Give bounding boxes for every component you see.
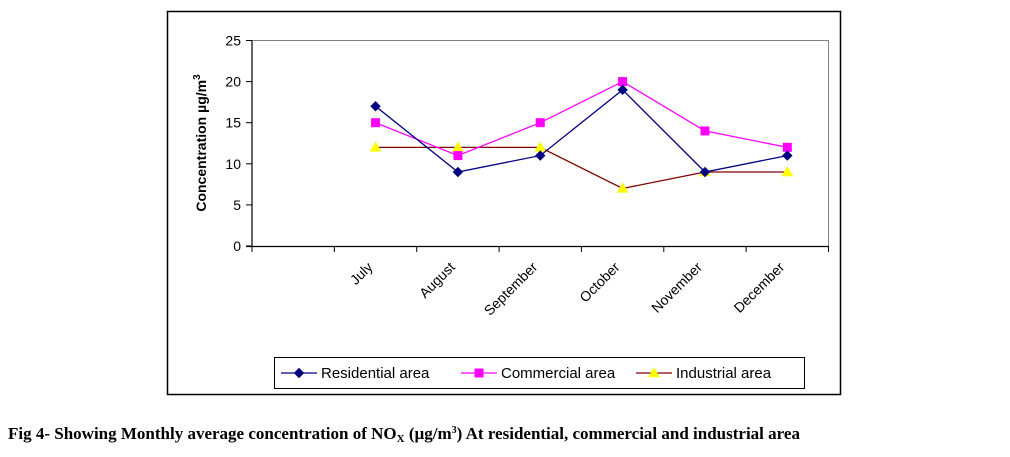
series-residential-area (370, 84, 793, 178)
y-axis-title-sup: 3 (192, 74, 203, 80)
series-commercial-area (371, 77, 792, 161)
data-point-residential-area (535, 150, 546, 161)
data-point-commercial-area (700, 126, 710, 136)
data-point-residential-area (617, 84, 628, 96)
data-point-industrial-area (369, 141, 382, 152)
legend-marker-industrial-area (648, 367, 660, 378)
legend-label-industrial-area: Industrial area (676, 365, 772, 382)
data-point-residential-area (699, 166, 711, 178)
chart-frame (166, 10, 842, 396)
series-industrial-area (369, 141, 794, 193)
plot-area (252, 40, 829, 246)
y-axis-title: Concentration µg/m3 (192, 74, 209, 212)
legend: Residential area Commercial area Industria… (274, 357, 805, 389)
series-line-industrial-area (375, 146, 788, 190)
data-point-industrial-area (616, 182, 629, 193)
data-point-residential-area (452, 166, 464, 178)
data-point-commercial-area (371, 118, 381, 128)
y-tick-label: 20 (225, 74, 241, 90)
y-axis-title-main: Concentration µg/m (193, 80, 209, 212)
legend-box (274, 357, 805, 389)
figure-caption: Fig 4- Showing Monthly average concentra… (8, 424, 1008, 445)
data-point-industrial-area (781, 166, 794, 177)
data-point-commercial-area (618, 77, 628, 87)
caption-sub: X (396, 433, 405, 445)
legend-label-residential-area: Residential area (321, 365, 430, 382)
y-tick-label: 0 (233, 238, 241, 254)
legend-marker-residential-area (293, 367, 305, 379)
y-tick-label: 5 (233, 197, 241, 213)
data-point-commercial-area (782, 142, 792, 152)
data-point-commercial-area (453, 151, 463, 161)
legend-marker-commercial-area (474, 368, 484, 378)
series-line-residential-area (375, 88, 788, 173)
data-point-residential-area (370, 101, 381, 112)
data-point-commercial-area (535, 118, 545, 128)
caption-sup: 3 (451, 425, 457, 436)
y-tick-label: 15 (225, 115, 241, 131)
y-tick-label: 25 (225, 33, 241, 49)
legend-label-commercial-area: Commercial area (501, 365, 616, 382)
caption-suffix: ) At residential, commercial and industr… (456, 424, 800, 443)
y-tick-label: 10 (225, 156, 241, 172)
legend-item-industrial-area: Industrial area (636, 365, 772, 382)
series-layer (369, 77, 794, 193)
data-point-residential-area (782, 150, 793, 161)
series-line-commercial-area (375, 80, 788, 157)
caption-middle: (µg/m (404, 424, 452, 443)
legend-item-commercial-area: Commercial area (461, 365, 616, 382)
legend-item-residential-area: Residential area (281, 365, 430, 382)
caption-prefix: Fig 4- Showing Monthly average concentra… (8, 424, 397, 443)
y-axis: 0 5 10 15 20 25 (225, 33, 253, 254)
